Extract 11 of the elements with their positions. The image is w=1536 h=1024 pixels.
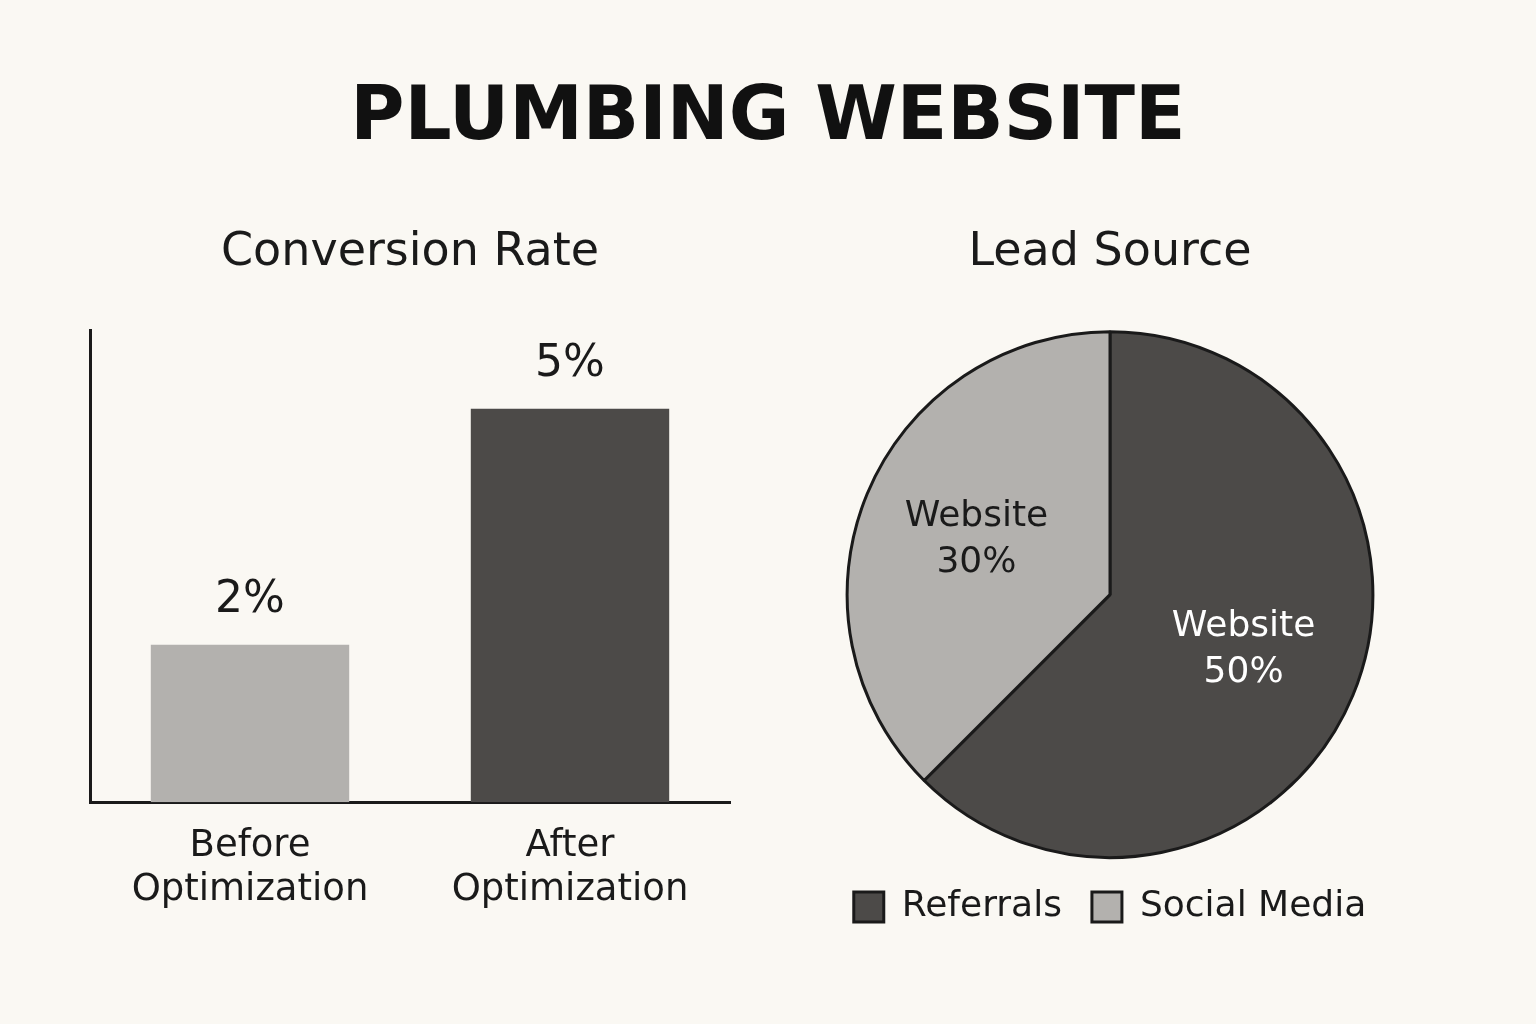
x-tick-label: Before Optimization: [131, 822, 369, 910]
text: PLUMBING WEBSITE: [349, 70, 1187, 156]
chart-title: Conversion Rate: [221, 221, 599, 276]
data-label: 2%: [215, 571, 285, 623]
data-label: 5%: [535, 335, 605, 387]
legend-label: Referrals: [901, 883, 1062, 925]
x-tick-label: After Optimization: [451, 822, 689, 910]
legend-label: Social Media: [1139, 883, 1367, 925]
data-label: Website 30%: [904, 492, 1049, 580]
data-label: Website 50%: [1171, 603, 1316, 691]
chart-title: Lead Source: [968, 221, 1252, 276]
